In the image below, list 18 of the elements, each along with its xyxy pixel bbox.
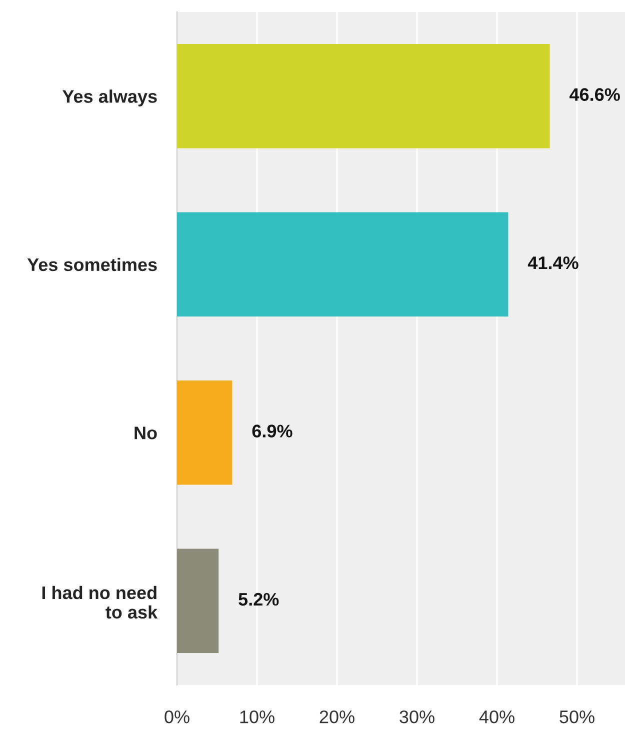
y-tick-label: Yes sometimes xyxy=(27,258,157,272)
data-label: 46.6% xyxy=(570,88,620,101)
x-tick-label: 10% xyxy=(240,710,274,724)
bar xyxy=(177,548,219,654)
data-label: 41.4% xyxy=(528,256,578,270)
x-tick-label: 40% xyxy=(479,710,514,724)
bar xyxy=(177,212,508,317)
y-tick-label: No xyxy=(134,426,157,440)
data-label: 5.2% xyxy=(238,592,279,606)
x-tick-label: 0% xyxy=(164,710,190,724)
bar xyxy=(177,380,232,485)
bar xyxy=(177,44,550,148)
y-tick-label: I had no need to ask xyxy=(42,586,158,619)
x-tick-label: 20% xyxy=(320,710,354,724)
x-tick-label: 30% xyxy=(400,710,434,724)
y-tick-label: Yes always xyxy=(62,90,157,106)
data-label: 6.9% xyxy=(252,424,292,438)
x-tick-label: 50% xyxy=(560,710,594,724)
